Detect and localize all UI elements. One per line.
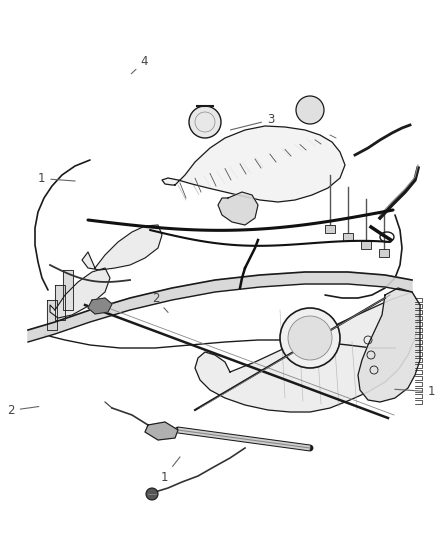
Polygon shape (218, 192, 258, 225)
Text: 4: 4 (131, 55, 148, 74)
Bar (379, 249, 389, 257)
Text: 3: 3 (230, 114, 274, 130)
Text: 1: 1 (38, 172, 75, 185)
Bar (325, 225, 335, 233)
Polygon shape (195, 292, 420, 412)
Polygon shape (145, 422, 178, 440)
Text: 2: 2 (152, 292, 168, 312)
Polygon shape (47, 300, 57, 330)
Bar (343, 233, 353, 241)
Circle shape (296, 96, 324, 124)
Polygon shape (28, 272, 412, 342)
Circle shape (189, 106, 221, 138)
Circle shape (280, 308, 340, 368)
Text: 1: 1 (160, 457, 180, 483)
Polygon shape (55, 285, 65, 320)
Circle shape (288, 316, 332, 360)
Circle shape (146, 488, 158, 500)
Polygon shape (358, 288, 420, 402)
Text: 1: 1 (395, 385, 435, 398)
Polygon shape (82, 225, 162, 270)
Polygon shape (88, 298, 112, 314)
Polygon shape (63, 270, 73, 310)
Bar (361, 241, 371, 249)
Text: 2: 2 (7, 404, 39, 417)
Polygon shape (162, 126, 345, 202)
Polygon shape (50, 268, 110, 318)
